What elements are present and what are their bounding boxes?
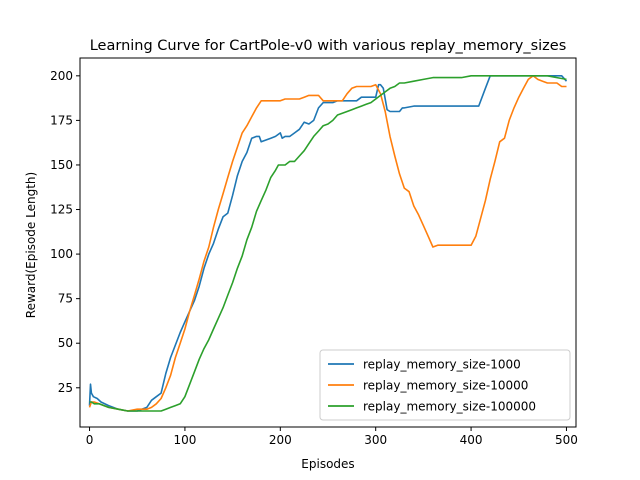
y-tick-label: 75 — [58, 292, 73, 306]
legend-label: replay_memory_size-1000 — [363, 358, 521, 372]
y-axis: 25 50 75 100 125 150 175 200 — [50, 69, 80, 395]
series-line-2 — [88, 75, 567, 412]
chart-title: Learning Curve for CartPole-v0 with vari… — [90, 38, 567, 54]
x-axis: 0 100 200 300 400 500 — [86, 427, 578, 447]
x-axis-label: Episodes — [301, 457, 354, 471]
series-line-3 — [89, 75, 567, 412]
y-axis-label: Reward(Episode Length) — [24, 172, 38, 318]
legend: replay_memory_size-1000 replay_memory_siz… — [319, 349, 571, 421]
plot-area — [79, 57, 577, 428]
y-tick-label: 25 — [58, 381, 73, 395]
y-tick-label: 175 — [50, 113, 73, 127]
x-tick-label: 300 — [364, 433, 387, 447]
series-line-1 — [88, 75, 568, 412]
x-tick-label: 200 — [269, 433, 292, 447]
legend-box — [319, 349, 571, 421]
x-tick-label: 0 — [86, 433, 94, 447]
plot-frame — [79, 57, 577, 428]
y-tick-label: 200 — [50, 69, 73, 83]
x-tick-label: 100 — [173, 433, 196, 447]
x-tick-label: 500 — [555, 433, 578, 447]
y-tick-label: 125 — [50, 203, 73, 217]
legend-label: replay_memory_size-10000 — [363, 379, 528, 393]
series-lines — [88, 75, 568, 412]
legend-label: replay_memory_size-100000 — [363, 400, 536, 414]
y-tick-label: 50 — [58, 336, 73, 350]
y-tick-label: 100 — [50, 247, 73, 261]
y-tick-label: 150 — [50, 158, 73, 172]
x-tick-label: 400 — [460, 433, 483, 447]
